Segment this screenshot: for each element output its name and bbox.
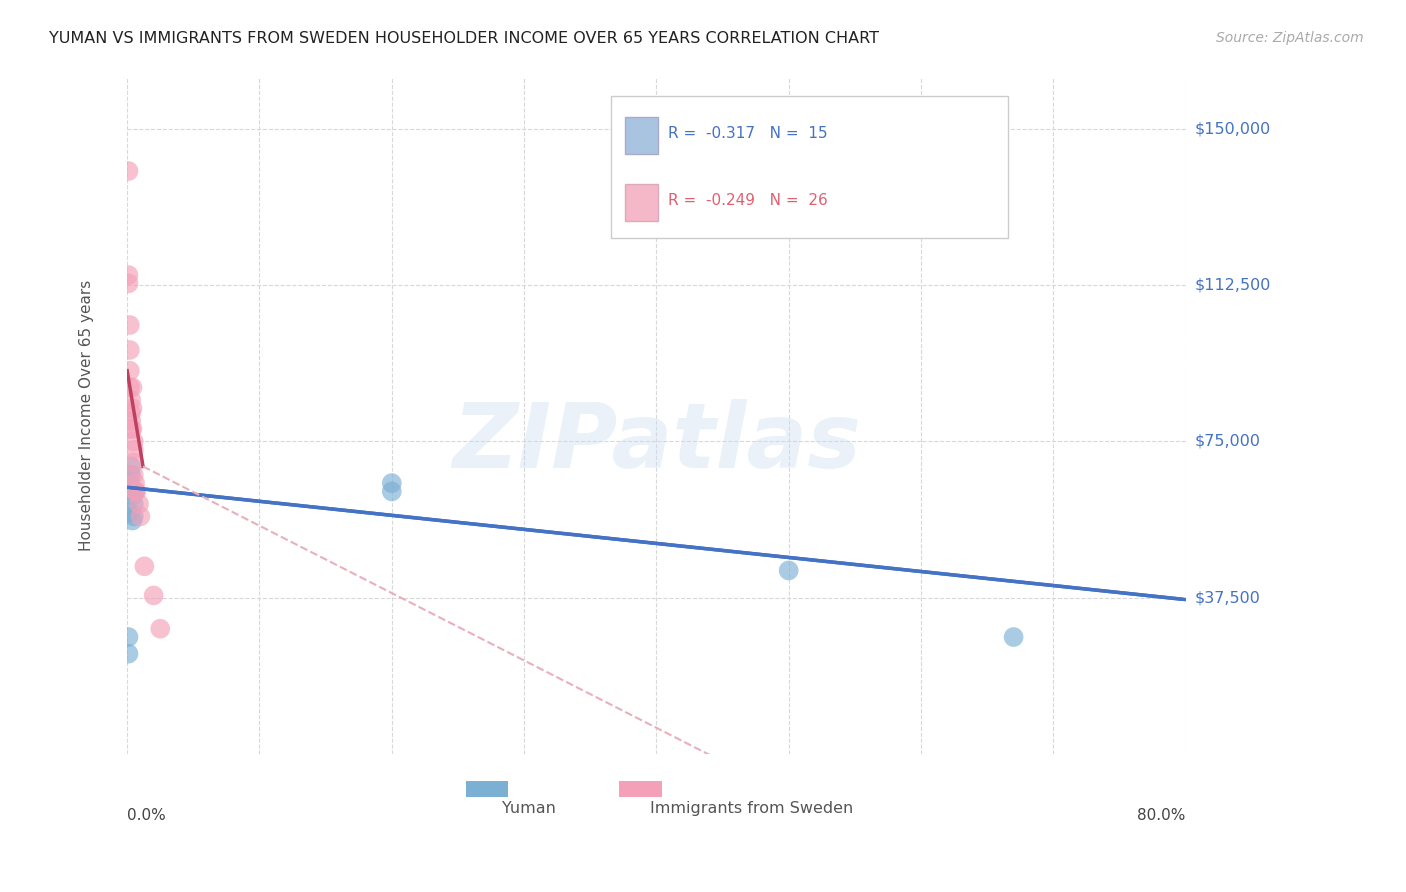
Point	[121, 401, 143, 416]
Point	[117, 647, 139, 661]
Text: 80.0%: 80.0%	[1137, 807, 1185, 822]
Text: Immigrants from Sweden: Immigrants from Sweden	[650, 801, 853, 816]
Point	[121, 422, 143, 436]
Text: Source: ZipAtlas.com: Source: ZipAtlas.com	[1216, 31, 1364, 45]
Point	[117, 164, 139, 178]
Point	[120, 405, 142, 419]
Point	[120, 459, 142, 474]
Point	[121, 489, 143, 503]
Point	[118, 380, 141, 394]
FancyBboxPatch shape	[465, 780, 508, 797]
Text: 0.0%: 0.0%	[127, 807, 166, 822]
Text: R =  -0.317   N =  15: R = -0.317 N = 15	[668, 126, 828, 141]
Point	[120, 414, 142, 428]
Text: Yuman: Yuman	[502, 801, 557, 816]
Text: $37,500: $37,500	[1195, 590, 1261, 605]
Point	[122, 434, 145, 449]
Point	[149, 622, 172, 636]
Point	[124, 476, 146, 491]
Point	[118, 318, 141, 332]
Text: YUMAN VS IMMIGRANTS FROM SWEDEN HOUSEHOLDER INCOME OVER 65 YEARS CORRELATION CHA: YUMAN VS IMMIGRANTS FROM SWEDEN HOUSEHOL…	[49, 31, 879, 46]
FancyBboxPatch shape	[624, 184, 658, 221]
Point	[121, 514, 143, 528]
Point	[124, 484, 146, 499]
Point	[122, 467, 145, 482]
Point	[122, 509, 145, 524]
Point	[129, 509, 152, 524]
Text: $75,000: $75,000	[1195, 434, 1261, 449]
FancyBboxPatch shape	[612, 96, 1008, 237]
Text: Householder Income Over 65 years: Householder Income Over 65 years	[80, 280, 94, 551]
Point	[125, 484, 148, 499]
Point	[381, 476, 404, 491]
Point	[120, 392, 142, 407]
Point	[117, 630, 139, 644]
Point	[381, 484, 404, 499]
Point	[118, 476, 141, 491]
Point	[778, 564, 800, 578]
Text: $112,500: $112,500	[1195, 278, 1271, 293]
FancyBboxPatch shape	[624, 117, 658, 154]
Point	[122, 455, 145, 469]
Point	[118, 364, 141, 378]
Point	[134, 559, 156, 574]
Point	[1002, 630, 1025, 644]
Point	[124, 484, 146, 499]
Point	[117, 277, 139, 291]
Point	[117, 268, 139, 282]
Point	[142, 589, 165, 603]
Point	[120, 422, 142, 436]
Point	[122, 442, 145, 457]
Text: ZIPatlas: ZIPatlas	[451, 399, 860, 486]
Point	[122, 497, 145, 511]
Text: R =  -0.249   N =  26: R = -0.249 N = 26	[668, 193, 828, 208]
Text: $150,000: $150,000	[1195, 122, 1271, 137]
Point	[120, 467, 142, 482]
Point	[121, 380, 143, 394]
Point	[128, 497, 150, 511]
FancyBboxPatch shape	[619, 780, 662, 797]
Point	[118, 343, 141, 357]
Point	[118, 505, 141, 519]
